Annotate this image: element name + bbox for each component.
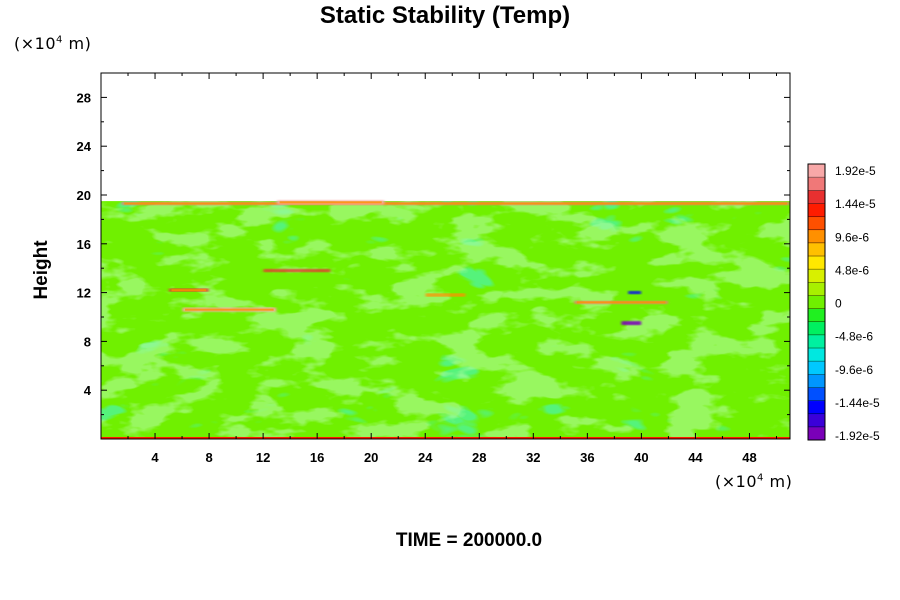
y-axis-unit: (×104 m) — [14, 34, 92, 53]
colorbar-swatch — [808, 361, 825, 375]
x-axis: 4 8 12 16 20 24 28 32 36 40 44 48 — [127, 73, 777, 465]
colorbar-label: 1.44e-5 — [835, 197, 876, 211]
colorbar-swatch — [808, 321, 825, 336]
y-axis: 4 8 12 16 20 24 28 — [77, 90, 790, 416]
colorbar-swatch — [808, 216, 825, 231]
colorbar-label: -4.8e-6 — [835, 330, 873, 344]
time-footer: TIME = 200000.0 — [395, 530, 543, 551]
plot-frame — [100, 72, 791, 440]
colorbar-swatch — [808, 229, 825, 244]
stability-feature-6 — [425, 293, 466, 297]
colorbar-swatch — [808, 242, 825, 257]
x-tick-label: 20 — [364, 450, 378, 465]
colorbar: 1.92e-5 1.44e-5 9.6e-6 4.8e-6 0 -4.8e-6 -9.6e-… — [807, 163, 880, 443]
stability-feature-edge-5 — [576, 301, 666, 304]
x-tick-label: 4 — [151, 450, 159, 465]
x-tick-label: 24 — [418, 450, 433, 465]
stability-feature-3 — [263, 269, 331, 273]
x-tick-label: 12 — [256, 450, 270, 465]
colorbar-label: 0 — [835, 297, 842, 311]
y-tick-label: 12 — [77, 286, 91, 301]
colorbar-swatch — [808, 190, 825, 204]
colorbar-swatch — [808, 348, 825, 362]
stability-feature-edge-0 — [124, 202, 787, 205]
x-tick-label: 28 — [472, 450, 486, 465]
colorbar-swatch — [808, 177, 825, 191]
stability-field — [101, 201, 790, 439]
colorbar-label: -9.6e-6 — [835, 363, 873, 377]
colorbar-swatch — [808, 164, 825, 178]
colorbar-swatch — [808, 269, 825, 283]
x-tick-label: 44 — [688, 450, 703, 465]
colorbar-label: 4.8e-6 — [835, 263, 869, 277]
colorbar-label: 1.92e-5 — [835, 164, 876, 178]
x-tick-label: 32 — [526, 450, 540, 465]
colorbar-swatch — [808, 282, 825, 296]
chart-title: Static Stability (Temp) — [319, 2, 571, 29]
x-tick-label: 16 — [310, 450, 324, 465]
x-tick-label: 36 — [580, 450, 594, 465]
x-tick-label: 8 — [205, 450, 212, 465]
colorbar-label: -1.92e-5 — [835, 429, 880, 443]
y-tick-label: 20 — [77, 188, 91, 203]
colorbar-swatch — [808, 374, 825, 388]
colorbar-label: -1.44e-5 — [835, 396, 880, 410]
colorbar-swatch — [808, 387, 825, 402]
stability-features — [121, 200, 790, 326]
colorbar-swatch — [808, 295, 825, 310]
colorbar-swatch — [808, 334, 825, 349]
x-axis-unit: (×104 m) — [715, 472, 793, 491]
colorbar-label: 9.6e-6 — [835, 230, 869, 244]
x-tick-label: 48 — [742, 450, 756, 465]
stability-feature-edge-2 — [185, 308, 274, 311]
y-tick-label: 28 — [77, 90, 91, 105]
colorbar-swatch — [808, 308, 825, 323]
stability-feature-edge-1 — [279, 201, 382, 204]
stability-feature-8 — [627, 291, 642, 295]
colorbar-swatch — [808, 413, 825, 428]
colorbar-swatch — [808, 426, 825, 441]
y-tick-label: 4 — [84, 383, 92, 398]
y-tick-label: 16 — [77, 237, 91, 252]
stability-feature-edge-4 — [171, 289, 207, 292]
colorbar-frame — [807, 163, 826, 441]
colorbar-swatch — [808, 203, 825, 218]
stability-feature-7 — [621, 321, 642, 326]
field-texture-yellow — [101, 201, 790, 439]
x-tick-label: 40 — [634, 450, 648, 465]
y-tick-label: 24 — [77, 139, 92, 154]
y-tick-label: 8 — [84, 334, 91, 349]
colorbar-swatch — [808, 400, 825, 415]
colorbar-swatch — [808, 256, 825, 270]
